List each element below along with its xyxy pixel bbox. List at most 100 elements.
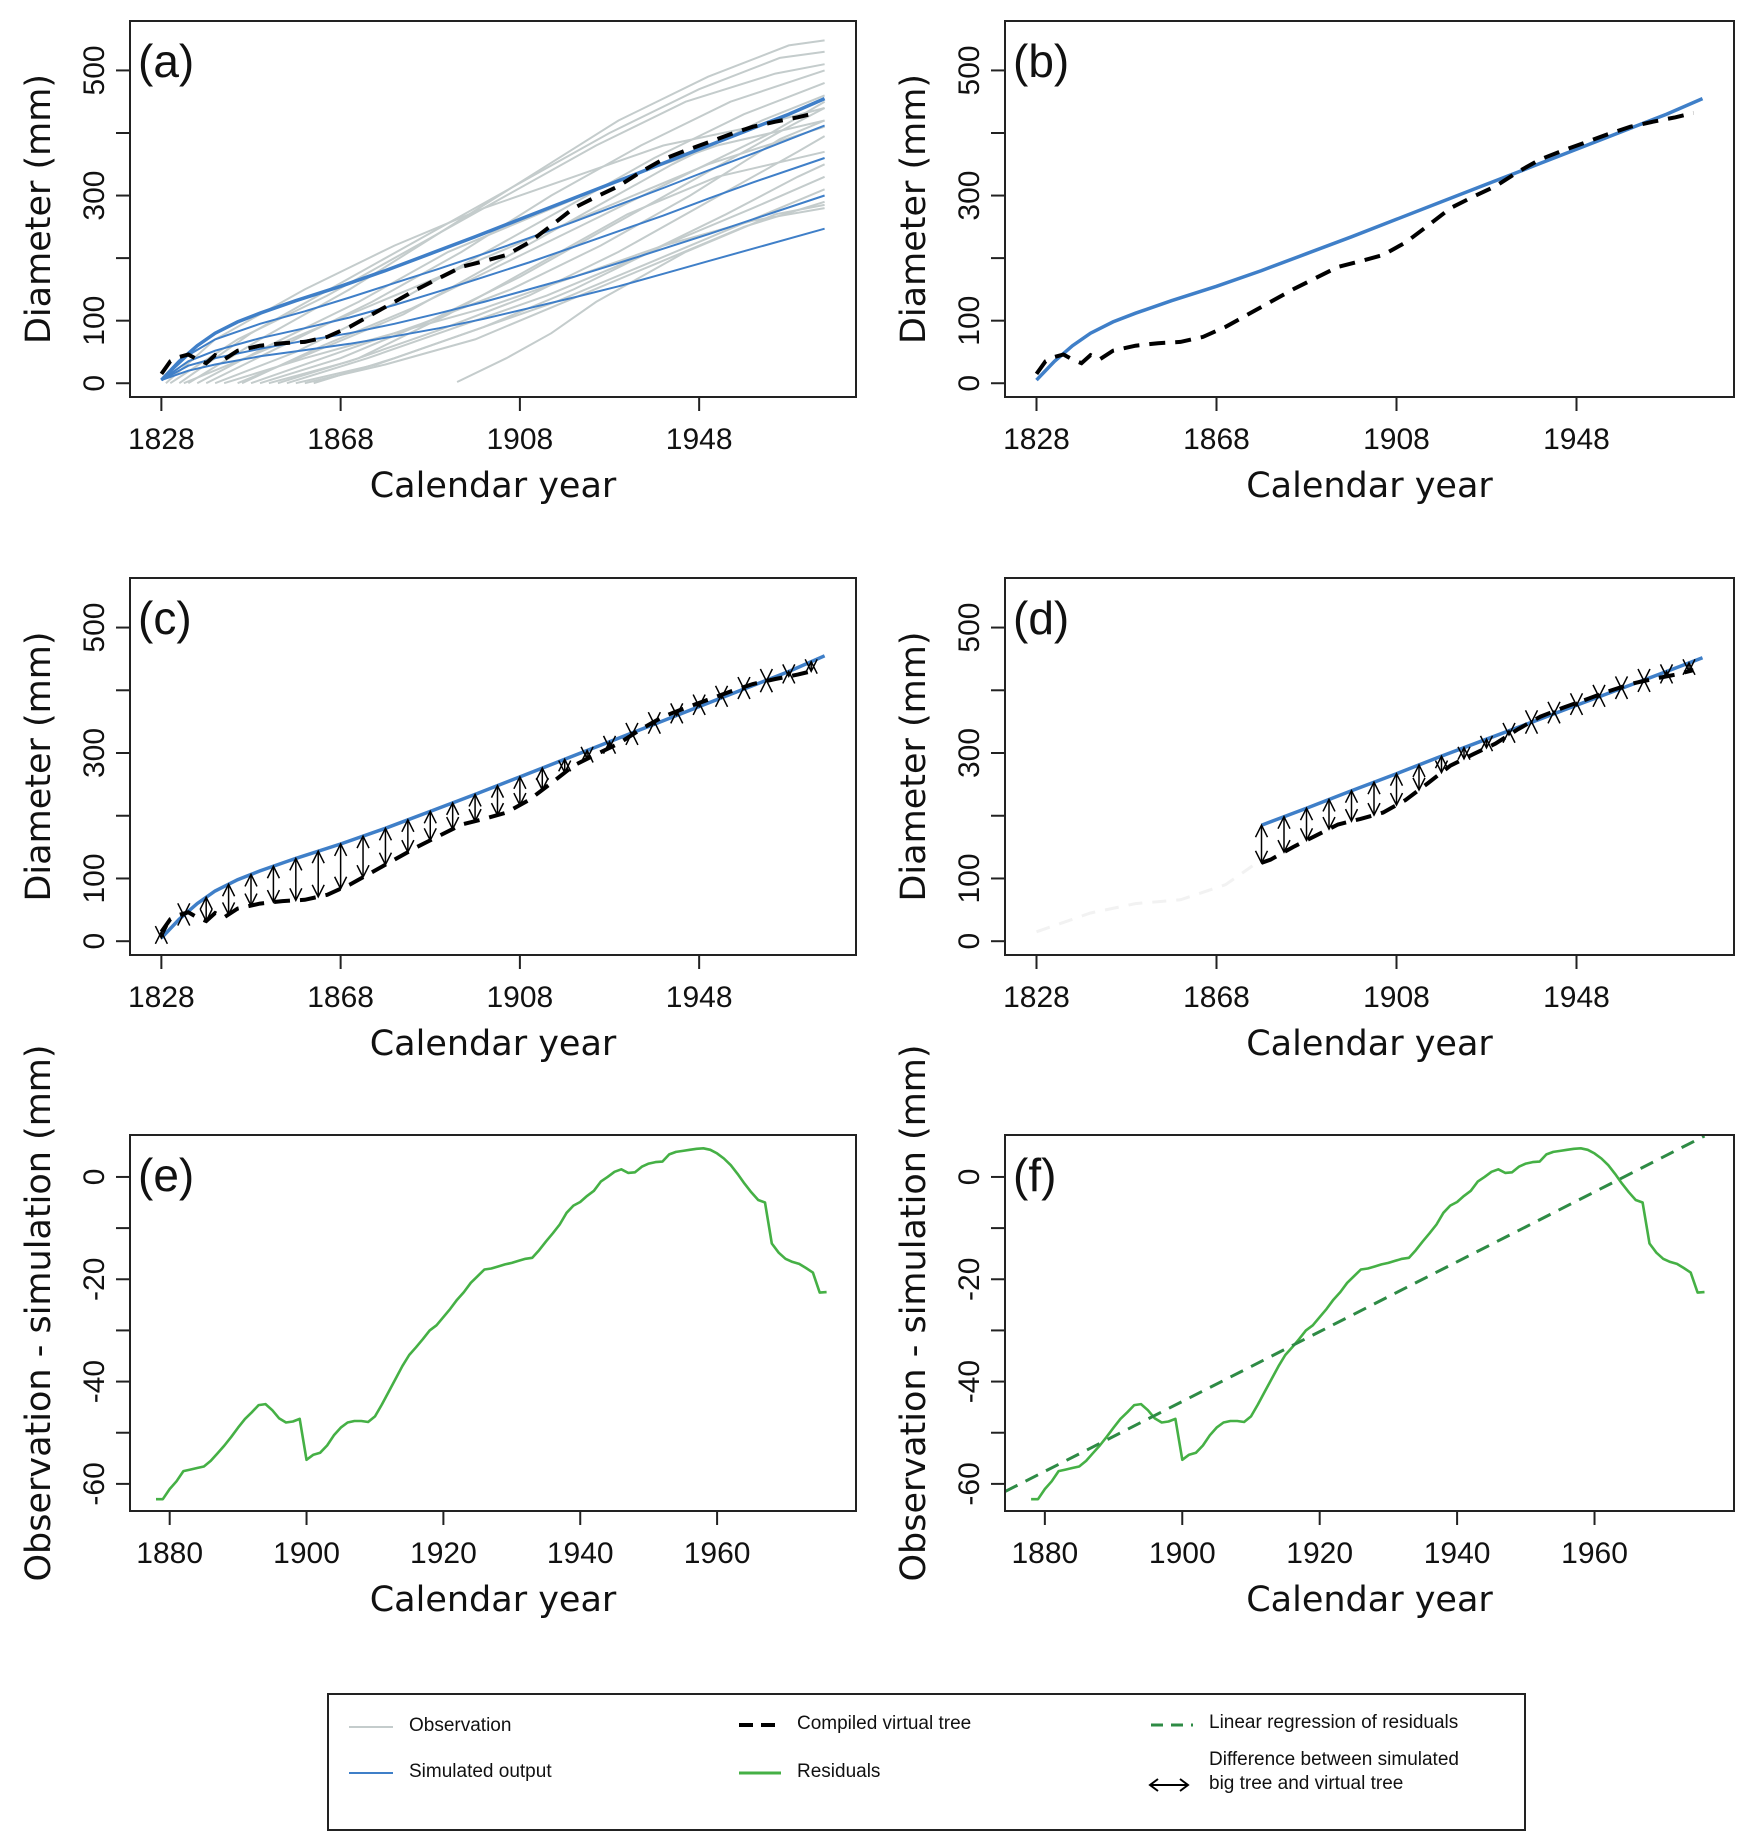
axes-frame — [129, 577, 857, 956]
difference-arrow — [1322, 797, 1336, 831]
difference-arrow — [558, 757, 572, 775]
x-tick-label: 1828 — [1003, 981, 1070, 1014]
difference-arrow — [1367, 780, 1381, 817]
arrow-head-top — [580, 748, 594, 763]
series-sim-main-line — [160, 96, 826, 382]
legend-difference-label-1: Difference between simulated — [1209, 1749, 1459, 1770]
x-tick-label: 1908 — [487, 981, 554, 1014]
series-virtual-line — [159, 668, 817, 933]
arrow-head-top — [1344, 788, 1359, 803]
arrow-head-bottom — [1277, 839, 1291, 854]
difference-arrow — [177, 902, 191, 926]
arrow-head-bottom — [199, 908, 213, 923]
arrow-head-bottom — [1479, 735, 1494, 750]
series-virtual-line — [1260, 668, 1694, 865]
arrow-head-top — [177, 902, 191, 918]
arrow-head-top — [1254, 823, 1269, 838]
legend-residuals-symbol — [739, 1771, 781, 1775]
arrow-head-top — [266, 864, 281, 879]
arrow-head-bottom — [423, 827, 437, 843]
x-tick-label: 1948 — [666, 981, 733, 1014]
y-tick-label: 300 — [953, 728, 986, 778]
arrow-head-bottom — [1434, 760, 1449, 775]
difference-arrow — [311, 849, 325, 899]
x-tick-label: 1940 — [1424, 1537, 1491, 1570]
arrow-head-bottom — [580, 746, 594, 761]
plot-area-f — [1005, 1135, 1706, 1501]
y-tick-label: 500 — [953, 603, 986, 653]
legend-regression-label: Linear regression of residuals — [1209, 1712, 1459, 1733]
difference-arrow — [580, 746, 594, 763]
plot-area-b — [1034, 96, 1704, 382]
difference-arrow — [1659, 664, 1674, 684]
arrow-head-top — [1659, 669, 1674, 684]
arrow-head-top — [1479, 737, 1494, 752]
legend-observation-label: Observation — [409, 1715, 512, 1736]
arrow-head-top — [1682, 661, 1696, 676]
arrow-head-bottom — [490, 802, 505, 817]
arrow-head-bottom — [602, 735, 617, 750]
series-observation-line — [277, 150, 825, 385]
panel-f: 1880 1900 1920 1940 1960 -60 -40 -20 0 Calendar y… — [894, 1044, 1735, 1620]
y-tick-label: 100 — [78, 296, 111, 346]
arrow-head-bottom — [289, 887, 303, 902]
arrow-head-top — [602, 740, 617, 755]
arrow-head-top — [782, 669, 796, 684]
legend-regression-symbol — [1151, 1723, 1193, 1727]
difference-arrow — [1569, 693, 1584, 716]
legend-difference-label-2: big tree and virtual tree — [1209, 1773, 1404, 1794]
arrow-head-bottom — [692, 701, 706, 716]
difference-arrow — [490, 783, 505, 817]
x-tick-label: 1868 — [1183, 981, 1250, 1014]
panel-e: 1880 1900 1920 1940 1960 -60 -40 -20 0 Calendar y… — [19, 1044, 857, 1620]
axes-frame — [129, 20, 857, 398]
x-tick-label: 1948 — [666, 423, 733, 456]
arrow-head-top — [244, 872, 258, 887]
difference-arrow — [154, 925, 169, 945]
difference-arrow — [1524, 709, 1539, 734]
x-tick-label: 1880 — [136, 1537, 203, 1570]
arrow-head-top — [423, 809, 437, 824]
arrow-head-top — [625, 731, 639, 746]
x-tick-label: 1960 — [684, 1537, 751, 1570]
arrow-head-bottom — [1344, 808, 1359, 823]
series-observation-line — [178, 50, 825, 385]
y-tick-label: 0 — [78, 933, 111, 950]
plot-area-d — [1036, 656, 1704, 934]
arrow-head-bottom — [625, 722, 639, 737]
arrow-head-top — [356, 834, 370, 849]
legend-virtual-label: Compiled virtual tree — [797, 1713, 972, 1734]
series-regression-line — [1005, 1135, 1706, 1493]
panel-a: 1828 1868 1908 1948 0 100 300 500 Calendar year D… — [19, 20, 857, 506]
arrow-head-bottom — [670, 709, 684, 724]
arrow-head-bottom — [647, 719, 662, 734]
arrow-head-top — [1389, 772, 1404, 787]
arrow-head-top — [1547, 701, 1561, 716]
arrow-head-bottom — [266, 889, 281, 904]
y-axis-label: Observation - simulation (mm) — [894, 1044, 934, 1581]
arrow-head-bottom — [333, 876, 348, 891]
y-axis-label: Diameter (mm) — [19, 74, 59, 344]
double-arrow-icon — [1148, 1778, 1190, 1792]
arrow-head-bottom — [1322, 816, 1336, 831]
x-tick-label: 1960 — [1561, 1537, 1628, 1570]
difference-arrow — [378, 826, 393, 867]
y-tick-label: 100 — [78, 853, 111, 903]
series-sim-main-line — [1035, 96, 1704, 382]
difference-arrow — [714, 685, 729, 708]
difference-arrow — [221, 882, 236, 917]
arrow-head-top — [692, 694, 706, 709]
panel-c: 1828 1868 1908 1948 0 100 300 500 Calendar year D… — [19, 577, 857, 1064]
arrow-head-top — [647, 711, 662, 726]
x-tick-label: 1828 — [128, 423, 195, 456]
difference-arrow — [333, 842, 348, 891]
difference-arrow — [535, 766, 549, 792]
arrow-head-bottom — [1524, 719, 1539, 734]
arrow-head-bottom — [1659, 664, 1674, 679]
y-tick-label: 500 — [78, 603, 111, 653]
arrow-head-top — [1412, 763, 1426, 778]
arrow-head-bottom — [1592, 693, 1606, 708]
arrow-head-bottom — [311, 884, 325, 899]
arrow-head-bottom — [804, 658, 818, 673]
difference-arrow — [1682, 658, 1696, 676]
